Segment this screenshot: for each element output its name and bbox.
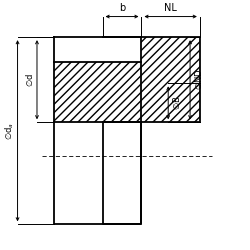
Bar — [102, 37, 200, 122]
Bar — [54, 37, 142, 122]
Text: $\emptyset$B: $\emptyset$B — [171, 96, 182, 110]
Text: b: b — [119, 3, 125, 13]
Text: $\emptyset$ND: $\emptyset$ND — [192, 69, 203, 90]
Text: $\emptyset$d: $\emptyset$d — [24, 73, 35, 87]
Bar — [54, 37, 142, 62]
Text: NL: NL — [164, 3, 177, 13]
Text: $\emptyset$d$_a$: $\emptyset$d$_a$ — [3, 122, 16, 140]
Bar — [54, 37, 142, 224]
